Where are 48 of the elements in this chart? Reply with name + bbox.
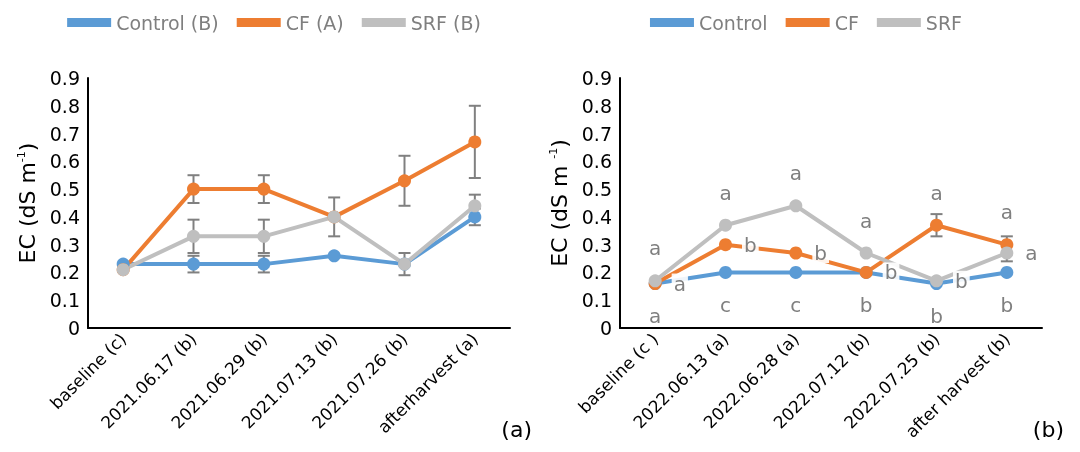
y-tick-label: 0.7 (581, 122, 612, 145)
data-label: c (720, 292, 731, 317)
y-tick-label: 0.4 (581, 205, 612, 228)
y-tick-label: 0.9 (581, 67, 612, 89)
text: (a) (501, 416, 533, 442)
y-tick-label: 0.8 (49, 94, 80, 117)
y-tick-label: 0 (599, 317, 612, 339)
y-tick-label: 0.1 (49, 289, 80, 312)
legend-label: Control (698, 11, 768, 34)
text: (b) (1032, 416, 1065, 442)
data-label: a (860, 208, 873, 233)
y-tick-label: 0.6 (49, 150, 80, 173)
y-tick-label: 0.2 (49, 261, 80, 284)
data-label: c (790, 292, 802, 317)
data-label: a (930, 180, 943, 205)
y-tick-label: 0.8 (581, 94, 612, 117)
legend-label: SRF (B) (410, 11, 481, 34)
data-label: a (673, 271, 686, 296)
legend-label: CF (A) (285, 11, 344, 34)
y-tick-label: 0.9 (49, 67, 80, 89)
y-tick-label: 0.5 (49, 178, 80, 201)
y-tick-label: 0.3 (581, 233, 612, 256)
y-tick-label: 0.2 (581, 261, 612, 284)
data-label: b (955, 268, 968, 293)
y-tick-label: 0.7 (49, 122, 80, 145)
data-label: a (1025, 241, 1038, 265)
data-label: b (859, 292, 873, 317)
y-tick-label: 0.6 (581, 150, 612, 173)
data-label: b (884, 260, 898, 285)
y-tick-label: 0 (67, 317, 80, 339)
data-label: b (1000, 292, 1014, 317)
data-label: b (744, 232, 757, 257)
legend-label: SRF (925, 11, 963, 34)
legend-label: CF (834, 11, 859, 34)
data-label: a (649, 304, 662, 329)
data-label: a (1000, 200, 1013, 225)
data-label: b (930, 304, 943, 329)
y-axis-title: EC (dS m -1) (546, 139, 572, 267)
y-tick-label: 0.3 (49, 233, 80, 256)
legend-label: Control (B) (116, 11, 219, 34)
y-tick-label: 0.5 (581, 178, 612, 201)
y-axis-title: EC (dS m-1) (14, 142, 40, 264)
y-tick-label: 0.4 (49, 205, 80, 228)
data-label: b (814, 241, 828, 265)
data-label: a (649, 236, 662, 261)
data-label: a (789, 161, 802, 186)
y-tick-label: 0.1 (581, 289, 612, 312)
data-label: a (719, 180, 732, 205)
